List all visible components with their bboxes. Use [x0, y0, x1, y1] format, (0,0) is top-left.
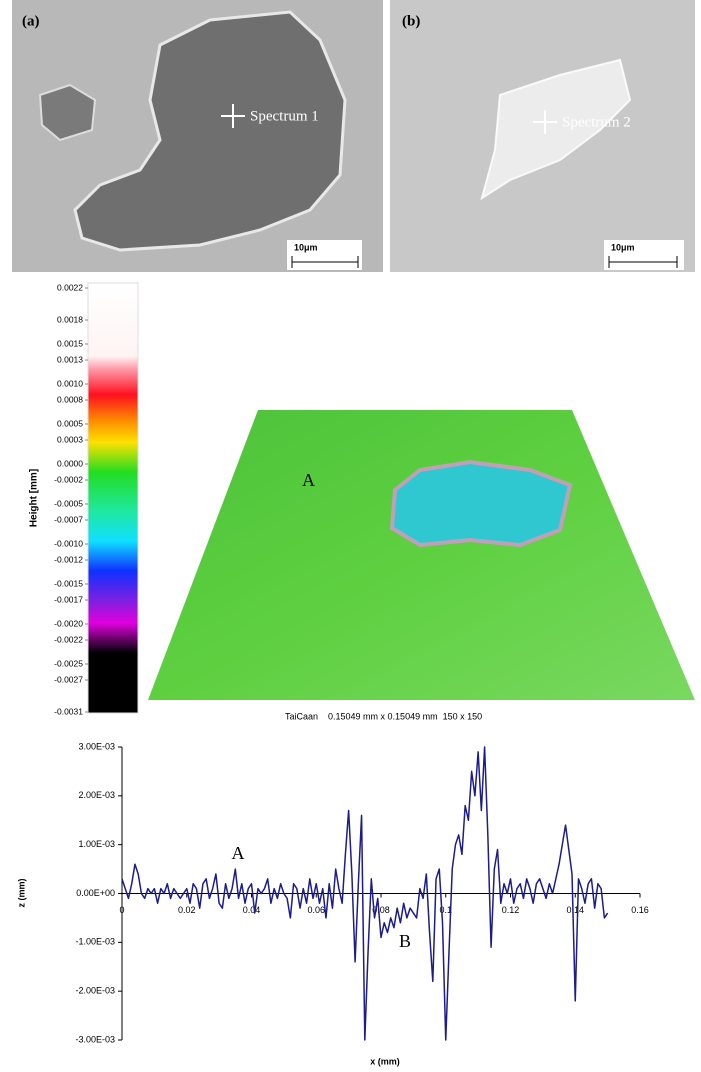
colorbar-tick-label: -0.0020	[54, 618, 83, 628]
colorbar-tick-label: 0.0015	[57, 338, 83, 348]
colorbar-tick-label: -0.0025	[54, 658, 83, 668]
x-tick-label: 0.16	[631, 905, 649, 915]
colorbar-tick-label: 0.0008	[57, 394, 83, 404]
y-tick-label: 2.00E-03	[78, 790, 115, 800]
colorbar-tick-label: 0.0000	[57, 458, 83, 468]
scale-label: 10μm	[611, 242, 635, 252]
y-axis-label: z (mm)	[16, 878, 26, 907]
colorbar-tick-label: 0.0013	[57, 354, 83, 364]
colorbar-tick-label: -0.0022	[54, 634, 83, 644]
caption: TaiCaan 0.15049 mm x 0.15049 mm 150 x 15…	[285, 711, 482, 721]
x-tick-label: 0.14	[566, 905, 584, 915]
sem-panel-b: Spectrum 2 (b) 10μm	[390, 0, 695, 272]
colorbar-tick-label: -0.0031	[54, 706, 83, 716]
sem-panel-a: Spectrum 1 (a) 10μm	[12, 0, 383, 272]
x-tick-label: 0.04	[243, 905, 261, 915]
surface-plot: Height [mm] A TaiCaan 0.15049 mm x 0.150…	[29, 282, 695, 721]
data-line	[121, 746, 609, 1041]
wear-scar	[389, 459, 573, 548]
colorbar-tick-label: -0.0015	[54, 578, 83, 588]
scale-label: 10μm	[294, 242, 318, 252]
x-tick-label: 0.02	[178, 905, 196, 915]
colorbar-label: Height [mm]	[29, 469, 40, 527]
y-tick-label: -1.00E-03	[75, 937, 115, 947]
surface	[148, 410, 695, 700]
annotation: A	[302, 470, 315, 490]
x-tick-label: 0	[119, 905, 124, 915]
sem-particle	[73, 10, 347, 252]
line-chart: -3.00E-03 -2.00E-03 -1.00E-03 0.00E+00 1.00E…	[16, 741, 648, 1066]
colorbar-tick-label: 0.0005	[57, 418, 83, 428]
x-tick-label: 0.06	[307, 905, 325, 915]
y-tick-label: 0.00E+00	[76, 888, 115, 898]
y-tick-label: -2.00E-03	[75, 986, 115, 996]
colorbar-tick-label: -0.0005	[54, 498, 83, 508]
panel-label: (a)	[22, 13, 40, 29]
colorbar-tick-label: -0.0010	[54, 538, 83, 548]
colorbar-tick-label: -0.0027	[54, 674, 83, 684]
colorbar-tick-label: 0.0022	[57, 282, 83, 292]
y-tick-label: -3.00E-03	[75, 1034, 115, 1044]
x-tick-label: 0.08	[372, 905, 390, 915]
annotation: B	[399, 931, 411, 951]
y-tick-label: 1.00E-03	[78, 839, 115, 849]
spectrum-label: Spectrum 1	[250, 108, 319, 124]
annotation: A	[232, 843, 245, 863]
colorbar-ticks: 0.0022 0.0018 0.0015 0.0013 0.0010 0.0008 0.00…	[54, 282, 88, 716]
colorbar-tick-label: -0.0012	[54, 554, 83, 564]
colorbar-tick-label: -0.0002	[54, 474, 83, 484]
colorbar-tick-label: -0.0007	[54, 514, 83, 524]
x-tick-label: 0.1	[439, 905, 452, 915]
sem-particle	[480, 58, 632, 201]
colorbar-tick-label: -0.0017	[54, 594, 83, 604]
panel-label: (b)	[402, 13, 420, 29]
colorbar-tick-label: 0.0018	[57, 314, 83, 324]
spectrum-label: Spectrum 2	[562, 114, 631, 130]
x-axis-label: x (mm)	[370, 1056, 400, 1066]
colorbar-tick-label: 0.0010	[57, 378, 83, 388]
scale-bar-box	[604, 240, 684, 270]
sem-particle	[38, 83, 97, 142]
scale-bar-box	[287, 240, 362, 270]
y-tick-label: 3.00E-03	[78, 741, 115, 751]
colorbar-tick-label: 0.0003	[57, 434, 83, 444]
colorbar	[87, 282, 139, 714]
x-tick-label: 0.12	[502, 905, 520, 915]
